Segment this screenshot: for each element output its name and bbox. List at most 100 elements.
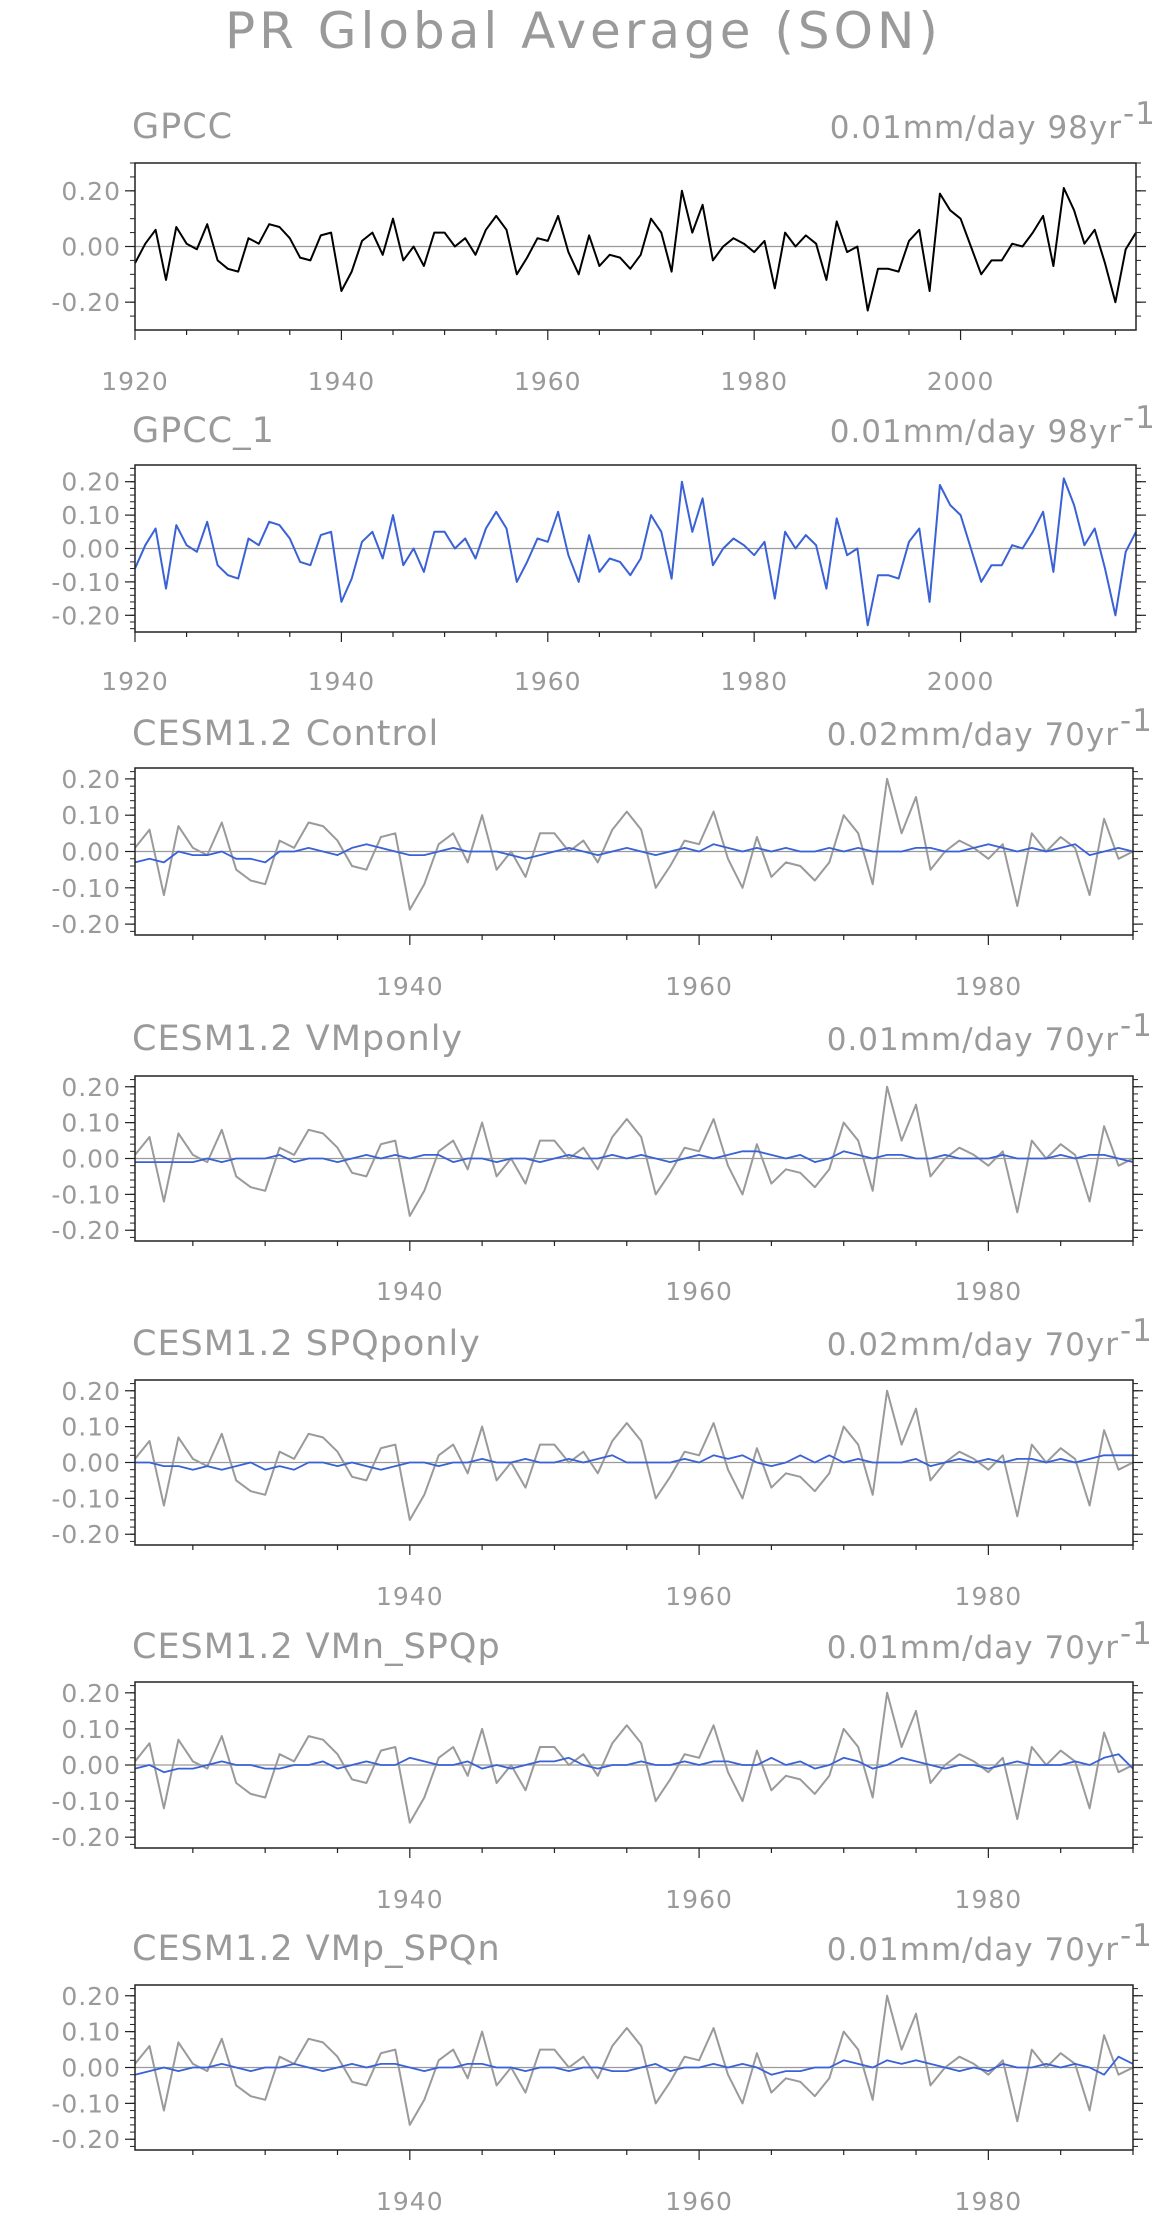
y-tick-label: -0.10 bbox=[51, 1787, 121, 1816]
trend-exponent: -1 bbox=[1120, 1008, 1153, 1044]
y-tick-label: -0.10 bbox=[51, 874, 121, 903]
x-tick-label: 1980 bbox=[720, 667, 788, 696]
series-line-gpcc bbox=[134, 1389, 1134, 1521]
chart-title: CESM1.2 VMp_SPQn bbox=[132, 1929, 501, 1969]
y-tick-label: 0.00 bbox=[61, 838, 121, 867]
y-tick-label: -0.20 bbox=[51, 601, 121, 630]
trend-exponent: -1 bbox=[1120, 1313, 1153, 1349]
y-tick-label: -0.20 bbox=[51, 2125, 121, 2154]
trend-label: 0.01mm/day 70yr bbox=[827, 1630, 1119, 1666]
y-tick-label: 0.20 bbox=[61, 177, 121, 206]
y-tick-label: 0.20 bbox=[61, 1377, 121, 1406]
chart-panel-2: GPCC_1 0.01mm/day 98yr -1 0.20 0.10 0.00 -0.10… bbox=[51, 400, 1156, 696]
y-tick-label: -0.20 bbox=[51, 1216, 121, 1245]
series-line-gpcc bbox=[134, 187, 1137, 312]
y-tick-label: 0.10 bbox=[61, 501, 121, 530]
chart-panel-3: CESM1.2 Control 0.02mm/day 70yr -1 0.20 0.10… bbox=[51, 703, 1153, 1001]
series-line-model bbox=[134, 843, 1134, 864]
x-tick-label: 2000 bbox=[927, 367, 995, 396]
x-tick-label: 1980 bbox=[955, 1885, 1023, 1914]
chart-panel-5: CESM1.2 SPQponly 0.02mm/day 70yr -1 0.20 0.1… bbox=[51, 1313, 1153, 1611]
x-tick-label: 1940 bbox=[376, 972, 444, 1001]
series-line-gpcc bbox=[134, 477, 1137, 627]
y-tick-label: 0.00 bbox=[61, 233, 121, 262]
y-tick-label: 0.10 bbox=[61, 1109, 121, 1138]
trend-label: 0.01mm/day 98yr bbox=[830, 110, 1122, 146]
x-tick-label: 1940 bbox=[376, 1277, 444, 1306]
x-tick-label: 1960 bbox=[514, 667, 582, 696]
trend-exponent: -1 bbox=[1120, 1616, 1153, 1652]
x-tick-label: 1940 bbox=[308, 367, 376, 396]
y-tick-label: -0.20 bbox=[51, 910, 121, 939]
x-tick-label: 1960 bbox=[665, 1277, 733, 1306]
series-line-gpcc bbox=[134, 1994, 1134, 2126]
x-tick-label: 1960 bbox=[665, 1885, 733, 1914]
y-tick-label: -0.10 bbox=[51, 1484, 121, 1513]
trend-label: 0.02mm/day 70yr bbox=[827, 1327, 1119, 1363]
y-tick-label: 0.20 bbox=[61, 1073, 121, 1102]
page-title: PR Global Average (SON) bbox=[225, 2, 942, 60]
series-line-model bbox=[134, 1753, 1134, 1774]
chart-panel-1: GPCC 0.01mm/day 98yr -1 0.20 0.00 -0.20 1920 19… bbox=[51, 96, 1156, 396]
x-tick-label: 1940 bbox=[308, 667, 376, 696]
y-tick-label: -0.20 bbox=[51, 288, 121, 317]
y-tick-label: -0.10 bbox=[51, 568, 121, 597]
y-tick-label: 0.10 bbox=[61, 1715, 121, 1744]
x-tick-label: 1940 bbox=[376, 1885, 444, 1914]
chart-title: CESM1.2 VMponly bbox=[132, 1019, 463, 1059]
trend-label: 0.01mm/day 98yr bbox=[830, 414, 1122, 450]
trend-exponent: -1 bbox=[1120, 1918, 1153, 1954]
series-line-model bbox=[135, 1454, 1133, 1471]
x-tick-label: 1920 bbox=[101, 367, 169, 396]
x-tick-label: 1960 bbox=[514, 367, 582, 396]
series-line-model bbox=[135, 1150, 1134, 1163]
x-tick-label: 1960 bbox=[665, 2187, 733, 2216]
chart-title: CESM1.2 SPQponly bbox=[132, 1324, 481, 1364]
y-tick-label: 0.10 bbox=[61, 2018, 121, 2047]
series-line-gpcc bbox=[134, 1691, 1134, 1824]
y-tick-label: -0.10 bbox=[51, 2089, 121, 2118]
x-tick-label: 1940 bbox=[376, 2187, 444, 2216]
series-line-gpcc bbox=[134, 777, 1134, 911]
y-tick-label: 0.00 bbox=[61, 1145, 121, 1174]
trend-exponent: -1 bbox=[1123, 96, 1156, 132]
x-tick-label: 2000 bbox=[927, 667, 995, 696]
x-tick-label: 1960 bbox=[665, 1582, 733, 1611]
y-tick-label: 0.10 bbox=[61, 1413, 121, 1442]
x-tick-label: 1980 bbox=[955, 1277, 1023, 1306]
trend-exponent: -1 bbox=[1123, 400, 1156, 436]
y-tick-label: 0.20 bbox=[61, 1982, 121, 2011]
trend-label: 0.02mm/day 70yr bbox=[827, 717, 1119, 753]
trend-exponent: -1 bbox=[1120, 703, 1153, 739]
x-tick-label: 1980 bbox=[720, 367, 788, 396]
chart-title: CESM1.2 Control bbox=[132, 714, 439, 754]
chart-title: GPCC bbox=[132, 107, 233, 147]
chart-panel-7: CESM1.2 VMp_SPQn 0.01mm/day 70yr -1 0.20 0.1… bbox=[51, 1918, 1153, 2216]
x-tick-label: 1980 bbox=[955, 1582, 1023, 1611]
chart-title: GPCC_1 bbox=[132, 411, 275, 451]
y-tick-label: 0.20 bbox=[61, 1679, 121, 1708]
x-tick-label: 1920 bbox=[101, 667, 169, 696]
chart-panel-4: CESM1.2 VMponly 0.01mm/day 70yr -1 0.20 0.10… bbox=[51, 1008, 1153, 1306]
y-tick-label: 0.00 bbox=[61, 535, 121, 564]
y-tick-label: 0.20 bbox=[61, 468, 121, 497]
series-line-model bbox=[134, 2055, 1134, 2076]
x-tick-label: 1980 bbox=[955, 972, 1023, 1001]
x-tick-label: 1980 bbox=[955, 2187, 1023, 2216]
y-tick-label: 0.20 bbox=[61, 765, 121, 794]
y-tick-label: -0.20 bbox=[51, 1520, 121, 1549]
y-tick-label: 0.00 bbox=[61, 2054, 121, 2083]
x-tick-label: 1960 bbox=[665, 972, 733, 1001]
y-tick-label: -0.20 bbox=[51, 1823, 121, 1852]
x-tick-label: 1940 bbox=[376, 1582, 444, 1611]
trend-label: 0.01mm/day 70yr bbox=[827, 1022, 1119, 1058]
y-tick-label: 0.10 bbox=[61, 801, 121, 830]
series-line-gpcc bbox=[134, 1085, 1134, 1217]
y-tick-label: -0.10 bbox=[51, 1180, 121, 1209]
trend-label: 0.01mm/day 70yr bbox=[827, 1932, 1119, 1968]
y-tick-label: 0.00 bbox=[61, 1751, 121, 1780]
chart-panel-6: CESM1.2 VMn_SPQp 0.01mm/day 70yr -1 0.20 0.1… bbox=[51, 1616, 1153, 1914]
chart-title: CESM1.2 VMn_SPQp bbox=[132, 1627, 501, 1667]
y-tick-label: 0.00 bbox=[61, 1449, 121, 1478]
